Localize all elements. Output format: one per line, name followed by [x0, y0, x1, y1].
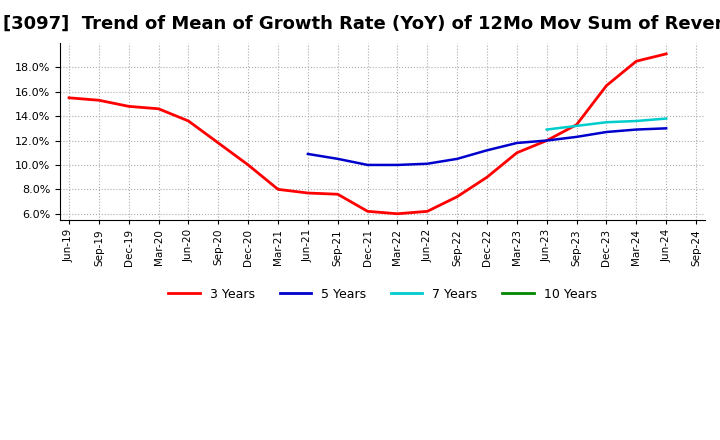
Title: [3097]  Trend of Mean of Growth Rate (YoY) of 12Mo Mov Sum of Revenues: [3097] Trend of Mean of Growth Rate (YoY…: [3, 15, 720, 33]
Legend: 3 Years, 5 Years, 7 Years, 10 Years: 3 Years, 5 Years, 7 Years, 10 Years: [163, 282, 602, 306]
